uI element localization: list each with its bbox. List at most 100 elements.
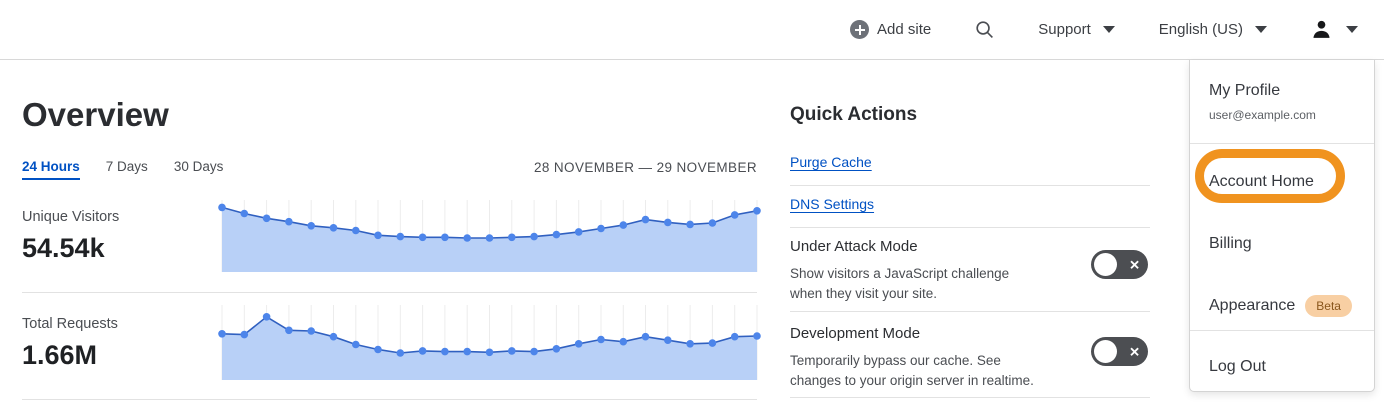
data-point: [463, 234, 471, 242]
date-range-label: 28 NOVEMBER — 29 NOVEMBER: [533, 160, 757, 175]
data-point: [441, 233, 449, 242]
data-point: [262, 313, 271, 321]
data-point: [485, 348, 494, 357]
data-point: [307, 222, 315, 230]
data-point: [574, 340, 583, 348]
divider: [22, 292, 757, 293]
data-point: [218, 330, 226, 338]
dns-settings-link[interactable]: DNS Settings: [790, 196, 875, 212]
appearance-label: Appearance: [1209, 297, 1296, 314]
tab-24-hours[interactable]: 24 Hours: [22, 159, 80, 180]
menu-item-appearance[interactable]: Appearance Beta: [1190, 291, 1374, 321]
data-point: [262, 214, 271, 223]
unique-visitors-value: 54.54k: [22, 233, 105, 263]
development-mode-toggle[interactable]: ✕: [1091, 337, 1148, 366]
plus-circle-icon: [850, 20, 870, 39]
data-point: [329, 332, 338, 341]
data-point: [664, 218, 672, 227]
my-profile-label: My Profile: [1209, 82, 1281, 99]
data-point: [686, 340, 694, 348]
under-attack-mode-toggle[interactable]: ✕: [1091, 250, 1148, 279]
language-menu[interactable]: English (US): [1159, 21, 1267, 38]
divider: [1190, 330, 1374, 331]
tab-30-days[interactable]: 30 Days: [173, 159, 224, 174]
my-profile-item[interactable]: My Profile user@example.com: [1190, 60, 1374, 144]
menu-item-log-out[interactable]: Log Out: [1209, 358, 1266, 375]
data-point: [597, 335, 605, 344]
data-point: [218, 203, 226, 212]
data-point: [530, 347, 538, 356]
data-point: [240, 209, 249, 218]
toggle-knob: [1094, 340, 1117, 363]
data-point: [285, 217, 293, 226]
account-dropdown-menu: My Profile user@example.com Account Home…: [1189, 60, 1375, 392]
data-point: [730, 211, 739, 219]
data-point: [441, 347, 449, 356]
data-point: [508, 347, 516, 355]
unique-visitors-area-chart: [218, 200, 761, 272]
data-point: [753, 332, 761, 340]
development-mode-title: Development Mode: [790, 325, 921, 342]
data-point: [708, 339, 717, 347]
data-point: [329, 224, 338, 232]
search-icon: [976, 21, 994, 38]
data-point: [686, 220, 694, 229]
data-point: [708, 219, 717, 227]
toggle-off-x-icon: ✕: [1129, 344, 1140, 359]
total-requests-area-chart: [218, 305, 761, 380]
data-point: [418, 347, 427, 355]
data-point: [485, 234, 494, 242]
profile-email: user@example.com: [1209, 108, 1316, 122]
data-point: [530, 232, 538, 241]
under-attack-mode-title: Under Attack Mode: [790, 238, 918, 255]
purge-cache-link[interactable]: Purge Cache: [790, 154, 872, 170]
data-point: [396, 349, 405, 357]
divider: [790, 311, 1150, 312]
page-title: Overview: [22, 96, 169, 133]
total-requests-label: Total Requests: [22, 316, 118, 332]
data-point: [753, 207, 761, 215]
data-point: [418, 233, 427, 242]
data-point: [574, 228, 583, 236]
toggle-knob: [1094, 253, 1117, 276]
data-point: [597, 224, 605, 233]
data-point: [374, 231, 382, 240]
menu-item-account-home[interactable]: Account Home: [1209, 173, 1314, 190]
data-point: [374, 345, 382, 354]
user-account-menu[interactable]: [1311, 19, 1358, 40]
divider: [790, 397, 1150, 398]
data-point: [641, 332, 650, 341]
menu-item-billing[interactable]: Billing: [1209, 235, 1252, 252]
unique-visitors-label: Unique Visitors: [22, 209, 120, 225]
search-button[interactable]: [975, 20, 994, 39]
data-point: [641, 215, 650, 224]
chevron-down-icon: [1346, 26, 1358, 33]
add-site-button[interactable]: Add site: [850, 20, 931, 39]
divider: [790, 185, 1150, 186]
support-label: Support: [1038, 21, 1091, 38]
tab-7-days[interactable]: 7 Days: [105, 159, 148, 174]
divider: [22, 399, 757, 400]
quick-actions-title: Quick Actions: [790, 104, 918, 125]
data-point: [730, 332, 739, 341]
language-label: English (US): [1158, 21, 1243, 38]
time-range-tabs: 24 Hours 7 Days 30 Days: [22, 159, 223, 180]
data-point: [352, 340, 360, 349]
data-point: [552, 345, 561, 353]
total-requests-value: 1.66M: [22, 340, 98, 370]
data-point: [240, 330, 249, 339]
data-point: [664, 336, 672, 344]
data-point: [307, 327, 315, 335]
chevron-down-icon: [1102, 26, 1115, 33]
chevron-down-icon: [1255, 26, 1267, 33]
support-menu[interactable]: Support: [1038, 21, 1115, 38]
data-point: [508, 233, 516, 242]
data-point: [619, 221, 628, 229]
top-nav-bar: Add site Support English (US): [0, 0, 1384, 60]
data-point: [352, 226, 360, 235]
under-attack-mode-description: Show visitors a JavaScript challenge whe…: [790, 266, 1010, 301]
toggle-off-x-icon: ✕: [1129, 257, 1140, 272]
data-point: [396, 232, 405, 241]
data-point: [463, 347, 471, 356]
